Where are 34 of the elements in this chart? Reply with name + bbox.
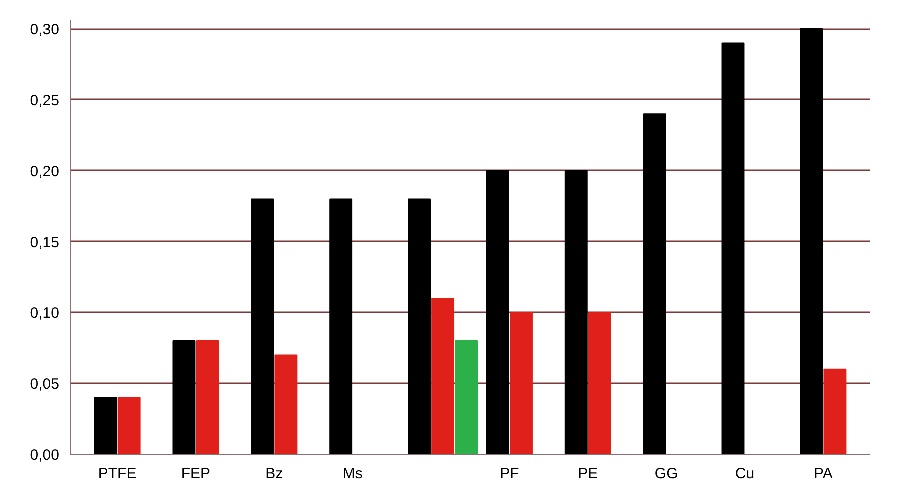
bar [196,340,220,454]
bar [251,198,274,454]
x-tick-label: FEP [181,466,211,482]
x-tick-label: Bz [266,466,284,482]
bar [800,28,824,454]
bar [824,368,847,454]
bar [510,312,533,454]
x-tick-label: Ms [342,466,363,482]
bar [432,298,455,454]
x-tick-label: PE [578,466,598,482]
bar [486,170,510,454]
bar [274,354,298,454]
x-tick-label: PF [500,466,520,482]
bar [722,42,745,454]
bar [643,114,666,454]
y-tick-label: 0,20 [30,163,60,180]
y-tick-label: 0,10 [30,305,60,322]
bar [172,340,196,454]
bar [94,397,118,454]
y-tick-label: 0,30 [30,22,60,39]
bar [588,312,612,454]
x-tick-label: PA [814,466,833,482]
bar [408,198,431,454]
bar [455,340,478,454]
y-tick-label: 0,00 [30,447,60,464]
bar [564,170,588,454]
bar [330,198,353,454]
y-tick-label: 0,05 [30,376,60,394]
x-tick-label: Cu [735,466,755,482]
y-tick-label: 0,25 [30,92,60,110]
x-tick-label: PTFE [98,466,137,482]
x-tick-label: GG [654,466,678,482]
y-tick-label: 0,15 [30,234,60,252]
bar [118,397,141,454]
